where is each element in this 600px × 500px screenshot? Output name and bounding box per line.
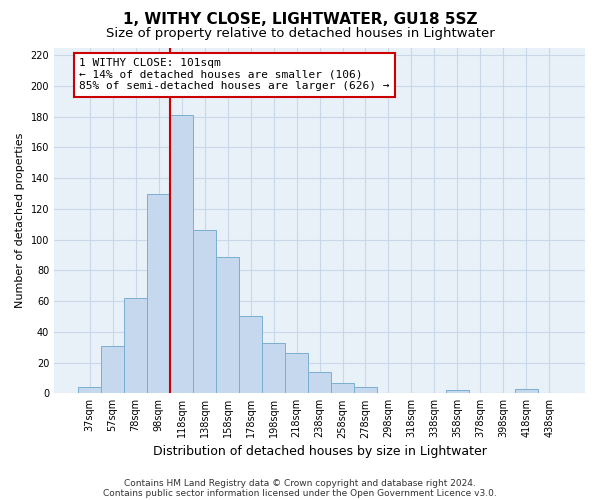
Bar [170,115,193,394]
Bar [308,372,331,394]
Text: 1 WITHY CLOSE: 101sqm
← 14% of detached houses are smaller (106)
85% of semi-det: 1 WITHY CLOSE: 101sqm ← 14% of detached … [79,58,390,92]
Bar [101,346,124,394]
Bar [515,388,538,394]
Bar [216,256,239,394]
Bar [285,354,308,394]
Bar [446,390,469,394]
Bar [262,342,285,394]
X-axis label: Distribution of detached houses by size in Lightwater: Distribution of detached houses by size … [152,444,487,458]
Bar [239,316,262,394]
Y-axis label: Number of detached properties: Number of detached properties [15,132,25,308]
Bar [331,382,354,394]
Text: 1, WITHY CLOSE, LIGHTWATER, GU18 5SZ: 1, WITHY CLOSE, LIGHTWATER, GU18 5SZ [123,12,477,28]
Bar [193,230,216,394]
Text: Size of property relative to detached houses in Lightwater: Size of property relative to detached ho… [106,28,494,40]
Bar [354,387,377,394]
Bar [124,298,147,394]
Bar [78,387,101,394]
Text: Contains HM Land Registry data © Crown copyright and database right 2024.: Contains HM Land Registry data © Crown c… [124,478,476,488]
Text: Contains public sector information licensed under the Open Government Licence v3: Contains public sector information licen… [103,488,497,498]
Bar [147,194,170,394]
